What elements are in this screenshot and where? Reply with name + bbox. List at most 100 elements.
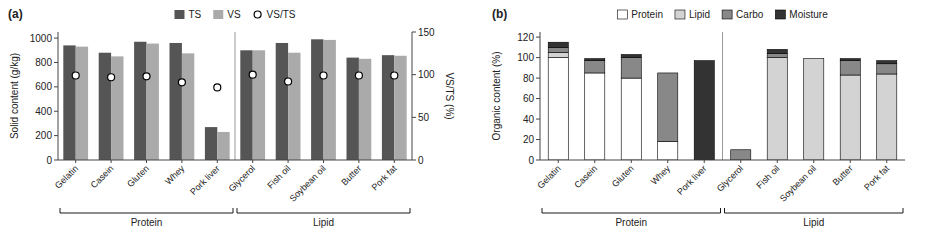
x-tick xyxy=(288,160,289,163)
x-tick xyxy=(631,160,632,163)
x-tick-label: Glycerol xyxy=(715,163,745,193)
x-tick xyxy=(111,160,112,163)
legend-label: VS/TS xyxy=(267,9,296,20)
y-tick-label: 600 xyxy=(35,81,52,92)
legend-swatch xyxy=(722,10,732,19)
legend-label: Lipid xyxy=(689,9,710,20)
legend-label: Protein xyxy=(631,9,663,20)
x-tick-label: Casein xyxy=(89,163,116,190)
bar-segment xyxy=(804,59,824,160)
y2-tick-label: 50 xyxy=(418,112,430,123)
legend-label: Carbo xyxy=(736,9,764,20)
x-tick xyxy=(777,160,778,163)
bar-segment xyxy=(621,58,641,78)
group-separator xyxy=(235,32,236,160)
scatter-point xyxy=(249,71,256,78)
legend-item: TS xyxy=(174,9,201,20)
bar-segment xyxy=(621,55,641,58)
x-tick-label: Butter xyxy=(339,163,363,187)
y2-tick xyxy=(412,32,416,33)
y-tick xyxy=(536,139,540,140)
y-tick-label: 120 xyxy=(517,32,534,43)
y-axis-line xyxy=(58,32,59,160)
x-tick-label: Gluten xyxy=(610,163,636,189)
x-tick xyxy=(217,160,218,163)
bar-segment xyxy=(548,52,568,57)
group-label: Lipid xyxy=(803,217,824,228)
scatter-point xyxy=(143,73,150,80)
legend-item: VS xyxy=(213,9,241,20)
bar xyxy=(240,50,252,160)
chart-panel: 02004006008001000Solid content (g/kg)050… xyxy=(8,7,455,228)
x-tick-label: Gelatin xyxy=(53,163,80,190)
bar xyxy=(276,43,288,160)
legend-swatch xyxy=(254,11,261,18)
x-tick-label: Whey xyxy=(649,163,673,187)
x-tick xyxy=(252,160,253,163)
x-tick xyxy=(740,160,741,163)
legend-item: Carbo xyxy=(722,9,764,20)
x-tick xyxy=(704,160,705,163)
bar xyxy=(382,55,394,160)
scatter-point xyxy=(285,78,292,85)
group-label: Protein xyxy=(131,217,163,228)
y-axis-line xyxy=(540,32,541,160)
y-tick-label: 800 xyxy=(35,57,52,68)
x-tick xyxy=(394,160,395,163)
bar xyxy=(182,53,194,160)
plot-area xyxy=(63,39,406,160)
y2-tick-label: 100 xyxy=(418,69,435,80)
legend: ProteinLipidCarboMoisture xyxy=(617,9,828,20)
y-tick-label: 200 xyxy=(35,130,52,141)
chart-canvas: 02004006008001000Solid content (g/kg)050… xyxy=(0,0,927,242)
group-bracket xyxy=(237,208,410,213)
legend-swatch xyxy=(675,10,685,19)
y-tick-label: 20 xyxy=(523,134,535,145)
y-tick-label: 80 xyxy=(523,73,535,84)
bar-segment xyxy=(658,142,678,160)
x-tick-label: Pork fat xyxy=(862,163,891,192)
y-tick xyxy=(536,98,540,99)
x-tick xyxy=(75,160,76,163)
y2-axis-line xyxy=(412,32,413,160)
bar-segment xyxy=(548,58,568,160)
x-tick-label: Pork liver xyxy=(188,163,222,197)
legend-swatch xyxy=(617,10,627,19)
chart-title: (b) xyxy=(492,7,507,21)
bar-segment xyxy=(877,74,897,160)
bar xyxy=(63,45,75,160)
bar-segment xyxy=(585,73,605,160)
y-tick xyxy=(54,160,58,161)
scatter-point xyxy=(214,84,221,91)
x-tick xyxy=(886,160,887,163)
y2-tick-label: 0 xyxy=(418,155,424,166)
group-label: Protein xyxy=(615,217,647,228)
y-tick-label: 0 xyxy=(528,155,534,166)
bar-segment xyxy=(767,49,787,53)
y-tick xyxy=(536,160,540,161)
bar-segment xyxy=(731,150,751,160)
group-bracket xyxy=(542,208,721,213)
x-tick xyxy=(667,160,668,163)
scatter-point xyxy=(355,72,362,79)
legend: TS VS VS/TS xyxy=(174,9,295,20)
legend-swatch xyxy=(775,10,785,19)
y2-tick-label: 150 xyxy=(418,27,435,38)
y-tick xyxy=(54,38,58,39)
bar xyxy=(134,42,146,160)
legend-item: Protein xyxy=(617,9,663,20)
y-tick-label: 60 xyxy=(523,93,535,104)
y-tick xyxy=(536,78,540,79)
bar-segment xyxy=(621,78,641,160)
x-tick xyxy=(594,160,595,163)
y-tick-label: 0 xyxy=(46,155,52,166)
bar-segment xyxy=(840,61,860,75)
y2-tick xyxy=(412,74,416,75)
x-tick-label: Soybean oil xyxy=(778,163,818,203)
bar xyxy=(288,53,300,160)
bar-segment xyxy=(548,42,568,47)
bar xyxy=(111,56,123,160)
bar-segment xyxy=(877,64,897,74)
y2-tick xyxy=(412,117,416,118)
x-tick xyxy=(181,160,182,163)
